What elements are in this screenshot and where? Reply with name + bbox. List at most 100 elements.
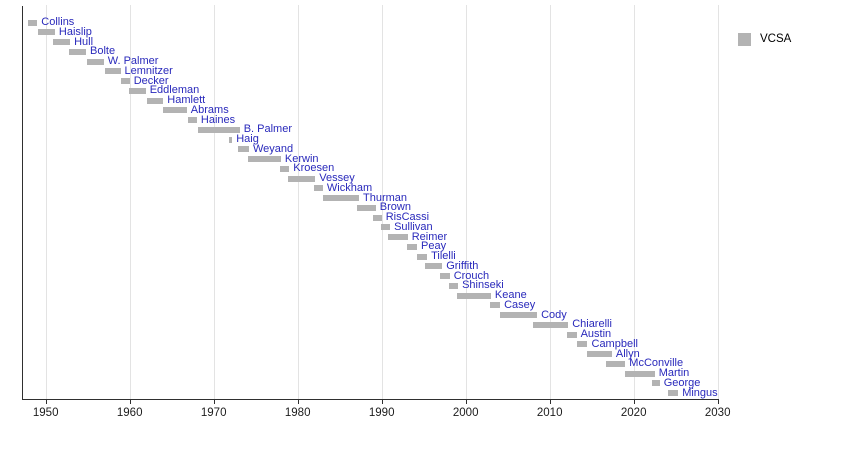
tenure-bar [322,195,359,201]
axis-tick [297,399,299,404]
person-label[interactable]: Eddleman [149,84,200,97]
tenure-bar [357,204,376,211]
person-label[interactable]: Martin [658,367,690,379]
person-label[interactable]: RisCassi [385,211,430,223]
tenure-bar [69,48,86,55]
tenure-bar [586,351,612,357]
tenure-bar [625,370,655,377]
axis-tick [213,399,215,404]
tenure-bar [228,136,233,143]
person-label[interactable]: Kerwin [284,152,319,165]
tenure-bar [606,360,626,367]
decade-gridline [549,5,551,399]
person-label[interactable]: Weyand [253,142,294,155]
axis-tick [381,399,383,404]
person-label[interactable]: Haig [236,133,259,145]
tenure-bar [380,224,391,231]
person-label[interactable]: Abrams [190,103,229,116]
person-label[interactable]: Sullivan [394,220,433,233]
y-axis-line [22,6,23,399]
person-label[interactable]: Tilelli [431,250,456,262]
decade-gridline [129,5,131,399]
person-label[interactable]: Haislip [58,25,92,38]
axis-tick-label: 2030 [704,407,731,419]
axis-tick [129,399,131,404]
axis-tick-label: 1990 [368,407,395,419]
tenure-bar [38,29,55,36]
person-label[interactable]: Reimer [411,230,448,243]
tenure-bar [146,97,164,104]
decade-gridline [381,5,383,399]
person-label[interactable]: Cody [541,308,567,321]
decade-gridline [465,5,467,399]
person-label[interactable]: Griffith [446,259,479,272]
tenure-bar [652,380,660,387]
tenure-bar [500,312,538,318]
tenure-bar [417,253,428,260]
person-label[interactable]: Haines [200,113,236,126]
person-label[interactable]: Shinseki [462,279,504,292]
tenure-bar [238,146,249,153]
person-label[interactable]: Bolte [90,45,116,58]
person-label[interactable]: W. Palmer [107,55,159,67]
axis-tick [549,399,551,404]
person-label[interactable]: Austin [580,328,612,340]
axis-tick [45,399,47,404]
axis-tick-label: 2000 [452,407,479,419]
tenure-bar [439,273,450,279]
tenure-bar [448,282,459,289]
person-label[interactable]: Lemnitzer [124,64,173,77]
tenure-bar [128,87,146,94]
person-label[interactable]: McConville [629,357,684,370]
tenure-bar [388,234,408,240]
tenure-bar [121,78,130,84]
axis-tick-label: 2010 [536,407,563,419]
decade-gridline [633,5,635,399]
person-label[interactable]: Hull [74,35,94,48]
axis-tick [717,399,719,404]
person-label[interactable]: Vessey [319,172,355,184]
axis-tick-label: 1950 [32,407,59,419]
person-label[interactable]: Chiarelli [572,318,612,331]
axis-tick [633,399,635,404]
person-label[interactable]: Brown [379,201,411,214]
person-label[interactable]: Decker [133,74,169,87]
tenure-bar [86,58,104,65]
tenure-bar [287,175,316,182]
person-label[interactable]: Thurman [363,191,408,204]
tenure-bar [53,39,71,45]
person-label[interactable]: George [663,376,701,389]
person-label[interactable]: Campbell [591,337,638,350]
tenure-bar [104,68,121,75]
legend-label: VCSA [760,33,792,45]
person-label[interactable]: Hamlett [167,94,206,106]
person-label[interactable]: Wickham [326,181,373,194]
person-label[interactable]: Allyn [615,347,640,360]
tenure-bar [456,292,491,299]
tenure-bar [248,156,281,162]
tenure-bar [280,165,290,172]
axis-tick-label: 1970 [200,407,227,419]
tenure-bar [197,126,240,133]
decade-gridline [213,5,215,399]
tenure-bar [424,263,443,270]
person-label[interactable]: Peay [421,240,447,253]
person-label[interactable]: Kroesen [293,162,335,175]
person-label[interactable]: B. Palmer [243,123,292,136]
person-label[interactable]: Collins [41,16,75,28]
person-label[interactable]: Mingus [682,386,718,399]
decade-gridline [45,5,47,399]
tenure-bar [187,117,197,123]
axis-tick-label: 2020 [620,407,647,419]
tenure-bar [566,331,577,338]
person-label[interactable]: Crouch [453,269,490,282]
person-label[interactable]: Keane [494,289,527,301]
decade-gridline [717,5,719,399]
legend-swatch [738,33,751,46]
tenure-bar [313,185,323,192]
decade-gridline [297,5,299,399]
person-label[interactable]: Casey [504,298,536,311]
tenure-bar [668,390,679,396]
tenure-bar [28,19,38,26]
